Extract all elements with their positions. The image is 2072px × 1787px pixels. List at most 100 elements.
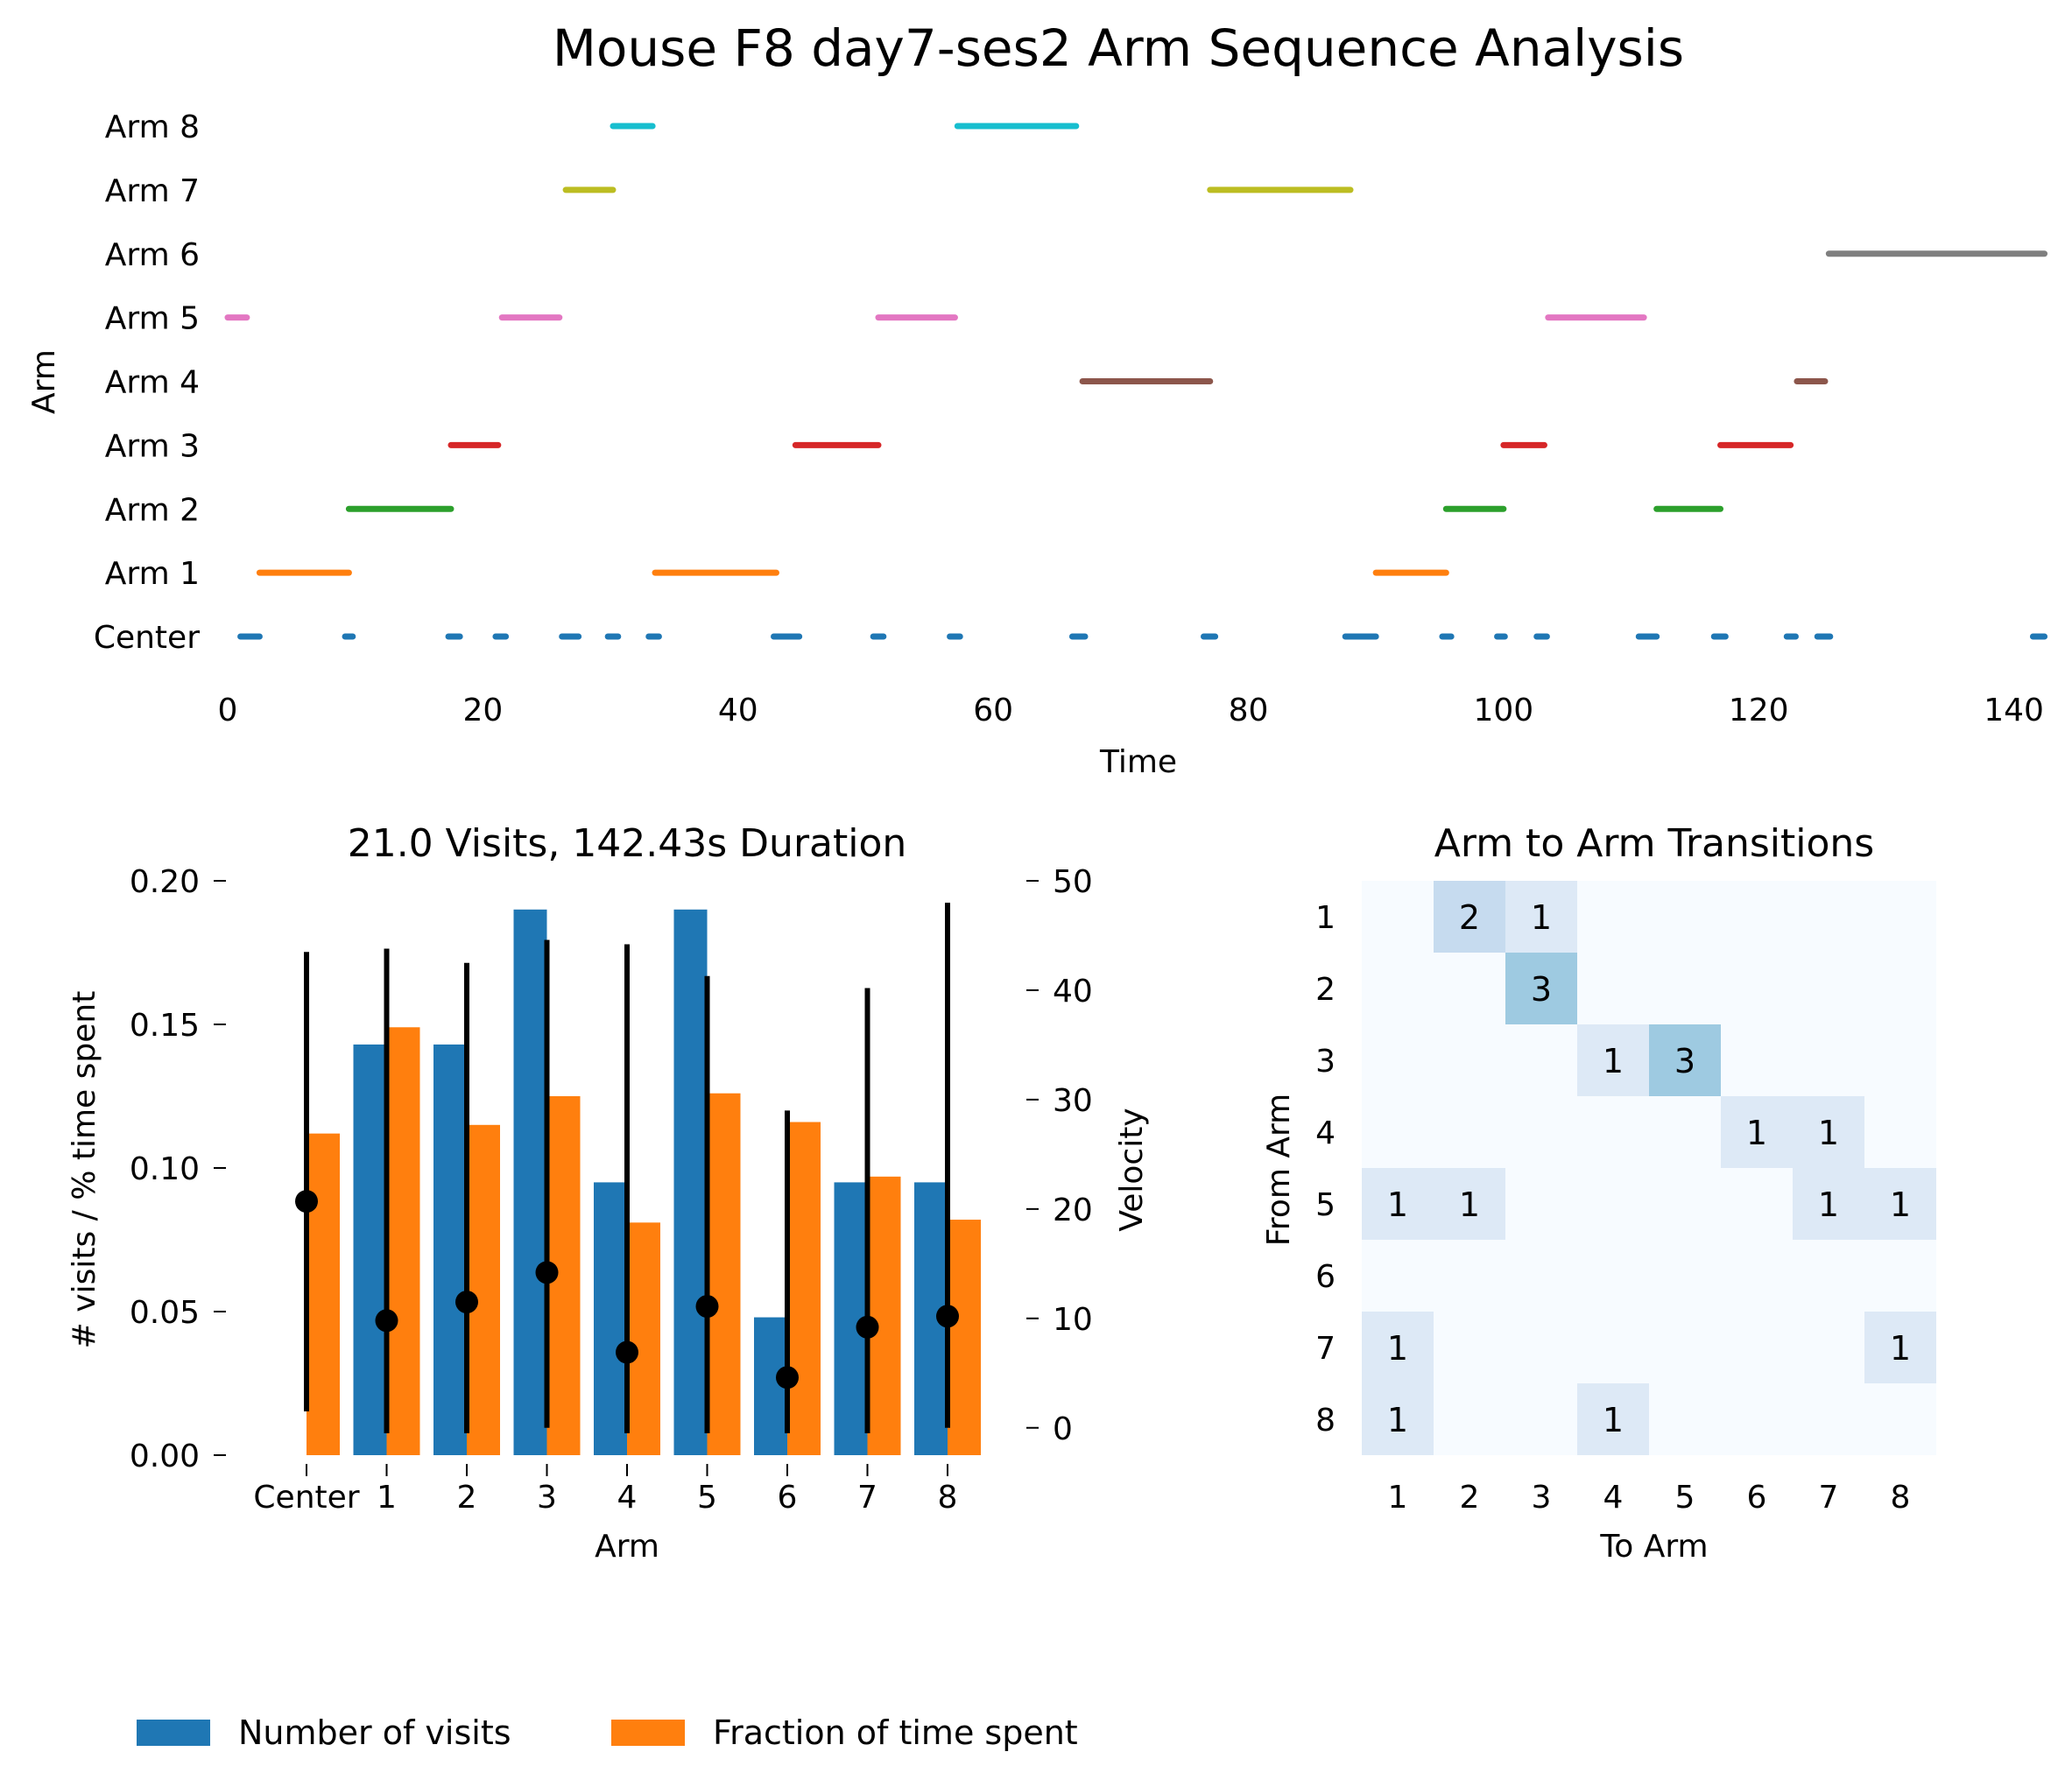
heatmap-cell (1649, 1240, 1721, 1312)
bar-y-tick: 0.05 (130, 1295, 200, 1331)
heatmap-y-tick: 4 (1315, 1115, 1336, 1151)
time-bar-1 (386, 1027, 420, 1455)
heatmap-cell (1793, 1312, 1864, 1383)
heatmap-cell (1864, 1168, 1936, 1240)
heatmap-cell (1434, 1312, 1505, 1383)
heatmap-cell (1793, 1024, 1864, 1096)
timeline-row-label-arm-1: Arm 1 (105, 556, 200, 592)
heatmap-y-tick: 7 (1315, 1331, 1336, 1367)
heatmap-cell (1505, 1024, 1577, 1096)
heatmap-cell (1434, 1096, 1505, 1168)
heatmap-cell (1577, 953, 1649, 1024)
bar-y-tick: 0.15 (130, 1008, 200, 1044)
time-bar-2 (467, 1124, 500, 1455)
heatmap-cell (1649, 1096, 1721, 1168)
velocity-point-6 (776, 1366, 799, 1389)
heatmap-title: Arm to Arm Transitions (1434, 821, 1874, 866)
heatmap-cell (1721, 1383, 1793, 1455)
bar-chart-y2-label: Velocity (1114, 1108, 1150, 1231)
bar-y2-tick: 20 (1053, 1193, 1093, 1228)
heatmap-cell-value: 1 (1603, 1042, 1624, 1080)
heatmap-cell (1721, 1168, 1793, 1240)
heatmap-cell (1864, 1383, 1936, 1455)
visits-bar-2 (433, 1044, 467, 1455)
heatmap-x-label: To Arm (1599, 1529, 1708, 1565)
heatmap-cell (1577, 1240, 1649, 1312)
heatmap-cell (1362, 953, 1434, 1024)
bar-x-tick: Center (253, 1480, 359, 1516)
timeline-x-tick: 60 (973, 693, 1013, 728)
figure-title: Mouse F8 day7-ses2 Arm Sequence Analysis (553, 18, 1684, 78)
heatmap-cell-value: 1 (1531, 898, 1552, 937)
timeline-row-label-arm-5: Arm 5 (105, 301, 200, 337)
heatmap-cell (1649, 1312, 1721, 1383)
heatmap-cell (1721, 1096, 1793, 1168)
bar-x-tick: 8 (938, 1480, 958, 1516)
bar-y2-tick: 10 (1053, 1302, 1093, 1338)
time-bar-4 (627, 1222, 660, 1455)
heatmap-cell (1721, 881, 1793, 953)
heatmap-cell-value: 1 (1818, 1114, 1839, 1152)
bar-y-tick: 0.10 (130, 1151, 200, 1187)
heatmap-cell (1649, 881, 1721, 953)
heatmap-cell (1721, 1024, 1793, 1096)
timeline-row-label-center: Center (94, 620, 200, 656)
heatmap-cell-value: 1 (1387, 1401, 1408, 1439)
timeline-x-tick: 40 (718, 693, 758, 728)
velocity-point-5 (695, 1295, 719, 1319)
timeline-y-label: Arm (26, 349, 62, 414)
heatmap-cell (1434, 881, 1505, 953)
heatmap-y-tick: 6 (1315, 1259, 1336, 1295)
heatmap-cell (1434, 953, 1505, 1024)
velocity-point-2 (455, 1291, 478, 1314)
heatmap-cell (1434, 1383, 1505, 1455)
heatmap-cell (1505, 1383, 1577, 1455)
heatmap-cell (1362, 1096, 1434, 1168)
legend-swatch-visits (137, 1720, 210, 1746)
visits-bar-5 (673, 909, 708, 1455)
bar-chart: 21.0 Visits, 142.43s Duration 0.00 0.05 0.… (67, 821, 1150, 1565)
heatmap-cell-value: 1 (1603, 1401, 1624, 1439)
heatmap-cell (1649, 953, 1721, 1024)
bar-x-tick: 5 (697, 1480, 717, 1516)
heatmap-cell (1864, 953, 1936, 1024)
timeline-row-label-arm-6: Arm 6 (105, 237, 200, 273)
heatmap-cell-value: 1 (1818, 1185, 1839, 1224)
heatmap-cell (1721, 1312, 1793, 1383)
timeline-x-tick: 20 (462, 693, 503, 728)
heatmap-cell (1577, 881, 1649, 953)
heatmap-cell (1577, 1312, 1649, 1383)
heatmap-x-tick: 4 (1603, 1480, 1624, 1516)
heatmap-cell (1362, 1168, 1434, 1240)
heatmap-x-tick: 5 (1675, 1480, 1695, 1516)
bar-x-tick: 6 (778, 1480, 798, 1516)
time-bar-Center (307, 1133, 340, 1455)
heatmap-cell (1864, 1024, 1936, 1096)
velocity-point-1 (375, 1309, 398, 1333)
heatmap-cell-value: 3 (1531, 970, 1552, 1009)
heatmap-cell (1577, 1168, 1649, 1240)
timeline-x-tick: 120 (1729, 693, 1789, 728)
heatmap-y-label: From Arm (1261, 1094, 1297, 1247)
velocity-point-3 (535, 1261, 559, 1284)
heatmap-x-tick: 6 (1747, 1480, 1767, 1516)
heatmap-cell-value: 1 (1890, 1185, 1911, 1224)
heatmap-cell (1721, 1240, 1793, 1312)
heatmap-cell (1793, 1240, 1864, 1312)
heatmap-cell (1362, 1383, 1434, 1455)
heatmap-y-tick: 3 (1315, 1044, 1336, 1080)
heatmap-cell (1434, 1240, 1505, 1312)
velocity-point-8 (936, 1305, 959, 1328)
heatmap-cell (1721, 953, 1793, 1024)
time-bar-6 (787, 1122, 821, 1455)
heatmap-cell (1362, 1240, 1434, 1312)
heatmap-x-tick: 2 (1460, 1480, 1480, 1516)
bar-y2-tick: 40 (1053, 974, 1093, 1010)
heatmap-cell (1649, 1168, 1721, 1240)
visits-bar-3 (513, 909, 547, 1455)
bar-x-tick: 4 (617, 1480, 638, 1516)
heatmap-x-tick: 1 (1388, 1480, 1408, 1516)
legend-swatch-time (611, 1720, 685, 1746)
legend-label-time: Fraction of time spent (713, 1713, 1078, 1752)
